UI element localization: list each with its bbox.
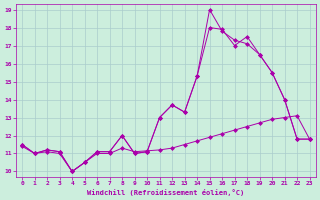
X-axis label: Windchill (Refroidissement éolien,°C): Windchill (Refroidissement éolien,°C) (87, 189, 244, 196)
